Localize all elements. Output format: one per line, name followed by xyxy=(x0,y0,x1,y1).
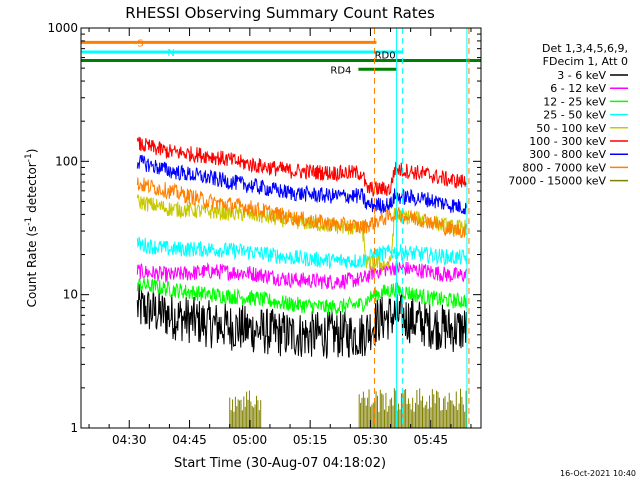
series-line xyxy=(136,136,467,197)
legend-header-1: Det 1,3,4,5,6,9, xyxy=(542,42,628,55)
series-0 xyxy=(136,284,467,359)
legend-label: 7000 - 15000 keV xyxy=(508,175,606,188)
legend-label: 100 - 300 keV xyxy=(529,135,606,148)
y-axis: 1 10 100 1000 xyxy=(47,21,481,435)
x-tick-label: 04:30 xyxy=(112,433,147,447)
y-label-sup-1: -1 xyxy=(24,217,34,226)
series-layer xyxy=(136,136,467,428)
series-3 xyxy=(136,236,467,269)
x-tick-label: 04:45 xyxy=(172,433,207,447)
legend-label: 800 - 7000 keV xyxy=(522,161,606,174)
legend-label: 300 - 800 keV xyxy=(529,148,606,161)
legend: Det 1,3,4,5,6,9, FDecim 1, Att 0 3 - 6 k… xyxy=(508,42,628,188)
series-line xyxy=(136,236,467,269)
series-6 xyxy=(136,154,467,215)
y-label-mid: detector xyxy=(25,162,39,217)
series-2 xyxy=(136,277,467,316)
flag-label-rd0: RD0 xyxy=(375,51,396,62)
series-line xyxy=(136,154,467,215)
marker-layer xyxy=(373,28,470,428)
y-tick-label: 1000 xyxy=(47,21,78,35)
series-1 xyxy=(136,259,467,290)
series-line xyxy=(136,284,467,359)
y-tick-label: 1 xyxy=(70,421,78,435)
flag-label-rd4: RD4 xyxy=(330,65,351,76)
series-line xyxy=(136,277,467,316)
legend-label: 3 - 6 keV xyxy=(557,69,606,82)
series-8 xyxy=(229,388,467,428)
x-tick-label: 05:00 xyxy=(233,433,268,447)
footer-date: 16-Oct-2021 10:40 xyxy=(560,469,636,478)
series-line xyxy=(136,177,467,239)
series-line xyxy=(136,259,467,290)
y-label-main: Count Rate (s xyxy=(25,226,39,308)
legend-label: 12 - 25 keV xyxy=(543,95,606,108)
legend-label: 6 - 12 keV xyxy=(550,82,606,95)
x-tick-label: 05:15 xyxy=(293,433,328,447)
series-5 xyxy=(136,136,467,197)
x-tick-label: 05:30 xyxy=(353,433,388,447)
plot-area: S N RD0 RD4 xyxy=(80,27,482,429)
y-label-end: ) xyxy=(25,149,39,154)
legend-header-2: FDecim 1, Att 0 xyxy=(543,55,628,68)
flag-label-n: N xyxy=(167,48,174,59)
y-label-sup-2: -1 xyxy=(24,153,34,162)
x-axis-label: Start Time (30-Aug-07 04:18:02) xyxy=(174,456,386,471)
series-7 xyxy=(136,177,467,239)
x-axis: 04:30 04:45 05:00 05:15 05:30 05:45 xyxy=(88,28,472,447)
y-tick-label: 100 xyxy=(55,154,78,168)
flag-layer: S N RD0 RD4 xyxy=(81,38,481,76)
y-axis-label: Count Rate (s-1 detector-1) xyxy=(24,149,39,308)
legend-label: 25 - 50 keV xyxy=(543,109,606,122)
legend-label: 50 - 100 keV xyxy=(536,122,606,135)
y-tick-label: 10 xyxy=(63,288,78,302)
plot-frame xyxy=(80,27,482,429)
chart-title: RHESSI Observing Summary Count Rates xyxy=(125,4,435,22)
x-tick-label: 05:45 xyxy=(413,433,448,447)
flag-label-s: S xyxy=(137,38,143,49)
